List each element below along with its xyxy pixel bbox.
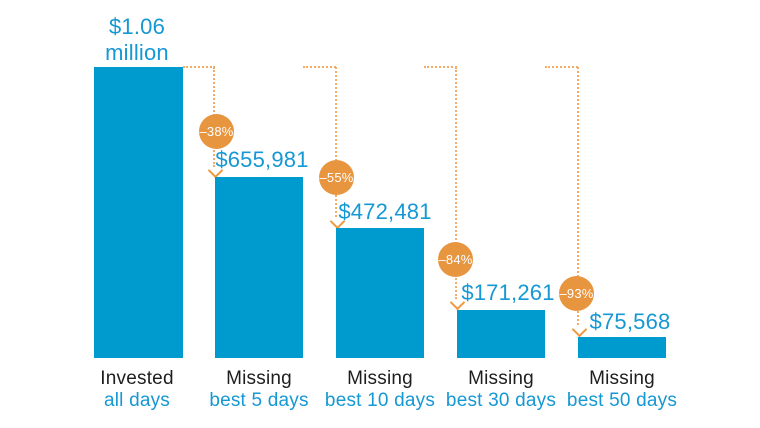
category-line2: best 10 days [324,390,436,411]
bar-missing-best-50-days [578,337,666,358]
value-label-missing-10: $472,481 [300,199,470,225]
category-line1: Invested [100,368,174,389]
category-line2: best 5 days [209,390,309,411]
value-label-line1: $655,981 [215,147,309,172]
category-line2: all days [103,390,171,411]
pct-loss-badge-93-label: –93% [559,286,594,301]
value-label-missing-30: $171,261 [423,280,593,306]
category-line1: Missing [347,368,413,389]
value-label-line1: $1.06 [108,14,166,39]
pct-loss-badge-93: –93% [559,276,594,311]
pct-loss-badge-38-label: –38% [199,124,234,139]
category-line2: best 30 days [445,390,557,411]
pct-loss-badge-55-label: –55% [319,170,354,185]
dotted-hline-gap-3 [424,66,457,68]
category-line2: best 50 days [566,390,678,411]
category-label-missing-10: Missing best 10 days [305,368,455,412]
value-label-line1: $171,261 [461,280,555,305]
category-line1: Missing [589,368,655,389]
dotted-vline-bar-5 [577,67,579,325]
bar-missing-best-10-days [336,228,424,358]
bar-missing-best-5-days [215,177,303,358]
dotted-hline-gap-4 [545,66,578,68]
bar-invested-all-days [94,67,183,358]
category-label-missing-50: Missing best 50 days [547,368,697,412]
category-line1: Missing [468,368,534,389]
dotted-vline-bar-4 [455,67,457,299]
dotted-vline-bar-3 [335,67,337,217]
dotted-hline-gap-1 [183,66,215,68]
category-line1: Missing [226,368,292,389]
value-label-missing-5: $655,981 [177,147,347,173]
category-label-missing-5: Missing best 5 days [184,368,334,412]
pct-loss-badge-38: –38% [199,114,234,149]
value-label-line2: million [105,40,169,65]
pct-loss-badge-84: –84% [438,242,473,277]
bar-missing-best-30-days [457,310,545,358]
value-label-line1: $75,568 [589,309,671,334]
value-label-invested-all-days: $1.06 million [52,14,222,66]
category-label-invested-all-days: Invested all days [62,368,212,412]
value-label-missing-50: $75,568 [545,309,715,335]
category-label-missing-30: Missing best 30 days [426,368,576,412]
dotted-hline-gap-2 [303,66,336,68]
pct-loss-badge-84-label: –84% [438,252,473,267]
pct-loss-badge-55: –55% [319,160,354,195]
value-label-line1: $472,481 [338,199,432,224]
